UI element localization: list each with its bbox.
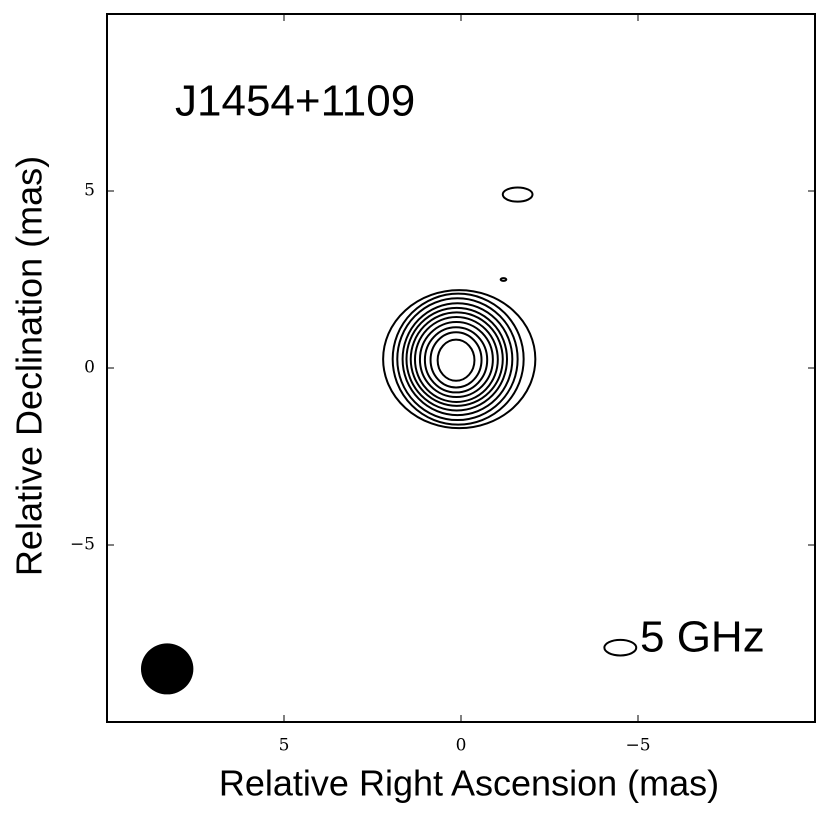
x-axis-label: Relative Right Ascension (mas)	[219, 763, 719, 804]
y-tick-label: 0	[84, 358, 95, 378]
y-tick-label: −5	[70, 535, 95, 555]
contour	[382, 289, 537, 430]
chart-title: J1454+1109	[175, 77, 415, 126]
contour	[429, 331, 483, 389]
contour	[436, 338, 476, 382]
contour	[501, 186, 534, 203]
beam	[140, 643, 194, 695]
contour	[391, 292, 525, 426]
x-tick-label: 5	[279, 736, 290, 756]
contour	[423, 326, 489, 394]
x-tick-label: 0	[456, 736, 467, 756]
contour	[396, 297, 519, 422]
y-axis-label: Relative Declination (mas)	[9, 156, 50, 576]
contour	[409, 311, 504, 407]
y-tick-label: 5	[84, 181, 95, 201]
contour	[603, 638, 638, 657]
x-tick-label: −5	[625, 736, 650, 756]
contour	[413, 316, 499, 403]
contour	[405, 306, 509, 412]
annotation: 5 GHz	[640, 613, 765, 662]
contour	[418, 320, 494, 399]
contour	[401, 302, 514, 417]
contour	[499, 277, 508, 282]
